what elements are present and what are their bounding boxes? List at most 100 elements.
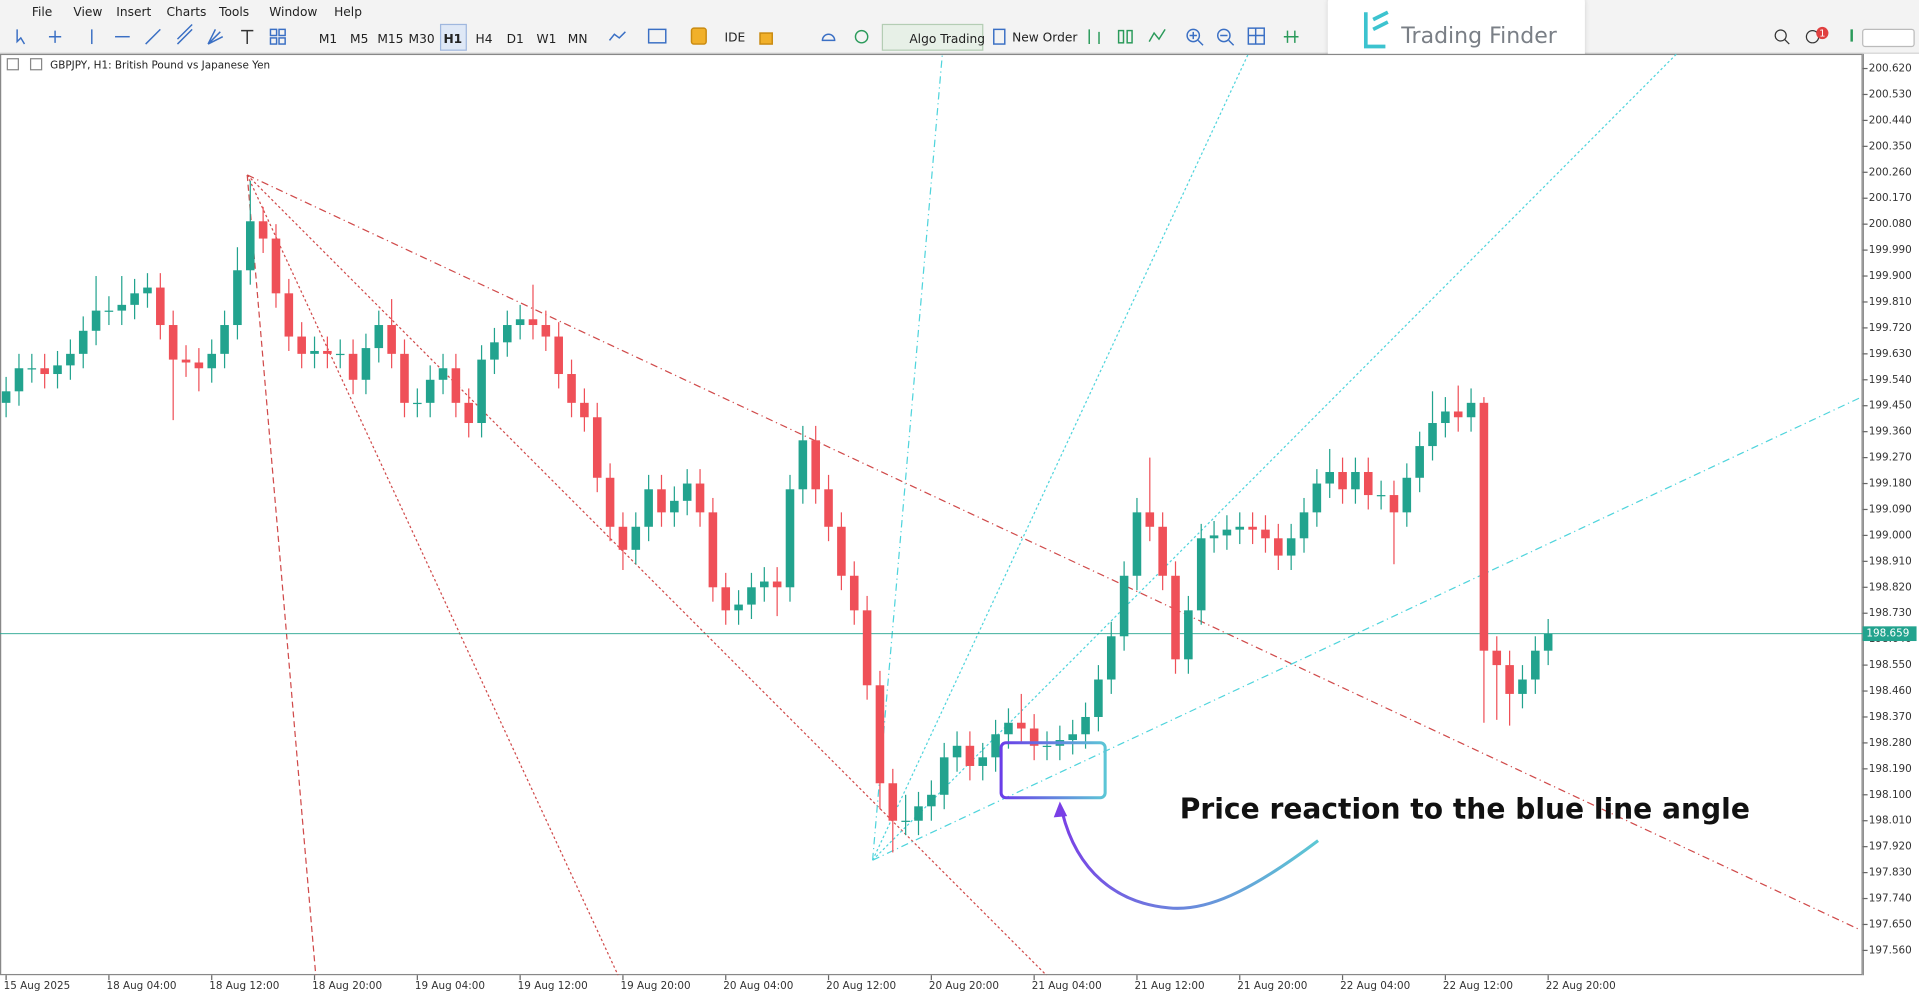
templates-icon[interactable] <box>647 28 667 44</box>
axes: 200.620 200.530 200.440 200.350 200.260 200.1… <box>4 63 1917 992</box>
timeframe-button[interactable]: M1 <box>319 32 337 46</box>
vps2-icon[interactable] <box>854 29 869 44</box>
logo-panel <box>1327 0 1585 64</box>
candle-body <box>194 362 204 369</box>
candle-body <box>1145 512 1155 527</box>
account-box[interactable] <box>1862 28 1915 48</box>
notification-badge <box>1816 26 1829 40</box>
candle-body <box>1017 722 1026 729</box>
candle-body <box>515 319 525 326</box>
candle-body <box>1543 633 1553 651</box>
candle-body <box>310 350 319 354</box>
x-tick-label: 20 Aug 04:00 <box>723 980 793 992</box>
algo-button-bg[interactable] <box>881 23 984 51</box>
algo-trading-button[interactable]: Algo Trading <box>909 32 985 46</box>
y-tick-label: 198.550 <box>1869 659 1912 671</box>
timeframe-button[interactable]: W1 <box>537 32 557 46</box>
candle-body <box>284 293 294 337</box>
chart-frame <box>0 53 1863 976</box>
x-tick-label: 18 Aug 20:00 <box>312 980 382 992</box>
candle-body <box>245 221 255 271</box>
y-tick-label: 199.900 <box>1869 270 1912 282</box>
candle-body <box>875 685 885 784</box>
y-tick-label: 198.730 <box>1869 607 1912 619</box>
zoom-out-icon[interactable] <box>1216 28 1231 43</box>
candle-body <box>592 417 602 478</box>
menu-item[interactable]: View <box>73 5 102 19</box>
y-tick-label: 197.740 <box>1869 893 1912 905</box>
candle-body <box>117 304 127 311</box>
bar-chart-icon[interactable] <box>1088 29 1100 45</box>
trend-icon[interactable] <box>145 28 161 45</box>
crosshair-icon[interactable] <box>48 30 62 43</box>
menu-bar: File View Insert Charts Tools Window Help <box>32 5 362 19</box>
x-tick-label: 22 Aug 04:00 <box>1340 980 1410 992</box>
candle-body <box>387 325 396 354</box>
x-tick-label: 20 Aug 12:00 <box>826 980 896 992</box>
timeframe-button[interactable]: H1 <box>443 32 462 46</box>
candle-body <box>631 526 641 550</box>
indicators-icon[interactable] <box>608 31 626 41</box>
fan-icon[interactable] <box>207 29 224 45</box>
y-tick-label: 200.170 <box>1869 192 1912 204</box>
candle-body <box>1531 650 1540 680</box>
x-tick-label: 21 Aug 04:00 <box>1032 980 1102 992</box>
vps-icon[interactable] <box>821 33 836 42</box>
cursor-icon[interactable] <box>16 29 26 45</box>
candle-body <box>862 610 872 686</box>
candle-body <box>1441 411 1450 424</box>
candle-body <box>952 745 962 758</box>
text-icon[interactable] <box>241 29 254 45</box>
zoom-in-icon[interactable] <box>1186 28 1201 43</box>
candle-body <box>1415 446 1424 478</box>
autoscroll-icon[interactable] <box>1283 30 1299 43</box>
candle-body <box>811 440 820 490</box>
timeframe-button[interactable]: M30 <box>409 32 435 46</box>
tool-icons <box>16 23 1299 46</box>
candle-body <box>374 325 384 349</box>
search-icon[interactable] <box>1774 29 1787 42</box>
candle-body <box>1466 402 1476 418</box>
menu-item[interactable]: Help <box>334 5 362 19</box>
timeframe-button[interactable]: MN <box>568 32 588 46</box>
y-tick-label: 198.280 <box>1869 737 1912 749</box>
candle-body <box>168 325 178 360</box>
candle-body <box>233 270 242 326</box>
y-tick-label: 198.100 <box>1869 789 1912 801</box>
y-tick-label: 200.530 <box>1869 88 1912 100</box>
y-tick-label: 197.920 <box>1869 841 1912 853</box>
timeframe-button[interactable]: M5 <box>350 32 368 46</box>
candle-body <box>1248 526 1257 530</box>
timeframe-button[interactable]: D1 <box>507 32 524 46</box>
new-order-button[interactable]: New Order <box>1012 31 1078 45</box>
line-chart-icon[interactable] <box>1148 28 1166 42</box>
market-icon[interactable] <box>759 32 773 45</box>
channel-icon[interactable] <box>176 23 193 45</box>
y-tick-label: 199.000 <box>1869 529 1912 541</box>
timeframe-button[interactable]: H4 <box>476 32 493 46</box>
candle-body <box>657 489 666 513</box>
order-icon[interactable] <box>993 28 1006 45</box>
menu-item[interactable]: Tools <box>218 5 249 19</box>
timeframe-button[interactable]: M15 <box>377 32 403 46</box>
x-tick-label: 21 Aug 20:00 <box>1237 980 1307 992</box>
y-tick-label: 200.440 <box>1869 114 1912 126</box>
candle-body <box>618 526 628 550</box>
gann-line-cyan <box>872 397 1861 861</box>
y-tick-label: 197.830 <box>1869 867 1912 879</box>
menu-item[interactable]: Insert <box>116 5 151 19</box>
candle-chart-icon[interactable] <box>1117 29 1125 44</box>
ide-button[interactable]: IDE <box>725 31 746 45</box>
candle-body <box>1453 411 1463 418</box>
logo-text: Trading Finder <box>1400 24 1557 49</box>
candle-body <box>901 820 910 822</box>
candle-body <box>824 489 833 527</box>
signals-icon[interactable] <box>690 27 707 45</box>
candle-body <box>14 368 24 392</box>
shapes-icon[interactable] <box>269 28 278 37</box>
menu-item[interactable]: File <box>32 5 52 19</box>
current-price-tag <box>1862 626 1917 642</box>
menu-item[interactable]: Charts <box>166 5 206 19</box>
menu-item[interactable]: Window <box>269 5 317 19</box>
